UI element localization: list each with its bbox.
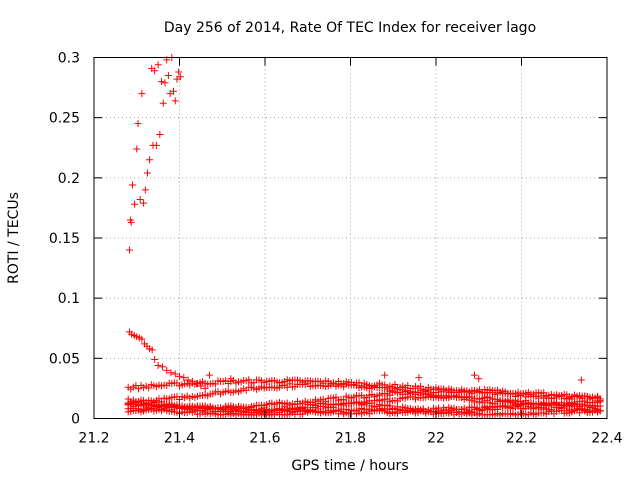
data-point <box>171 370 179 378</box>
data-point <box>470 371 478 379</box>
x-tick-label: 22.2 <box>506 431 537 447</box>
data-points <box>124 54 604 419</box>
chart-title: Day 256 of 2014, Rate Of TEC Index for r… <box>164 20 536 36</box>
data-point <box>156 131 164 139</box>
data-point <box>381 371 389 379</box>
data-point <box>164 72 172 80</box>
data-point <box>175 68 183 76</box>
y-tick-label: 0 <box>71 412 80 428</box>
data-point <box>170 87 178 95</box>
data-point <box>141 186 149 194</box>
data-point <box>205 371 213 379</box>
x-tick-label: 22.4 <box>591 431 622 447</box>
data-point <box>475 375 483 383</box>
data-point <box>154 61 162 69</box>
data-point <box>176 372 183 380</box>
y-tick-label: 0.25 <box>49 111 80 127</box>
y-axis-label: ROTI / TECUs <box>6 192 22 284</box>
data-point <box>136 195 144 203</box>
data-point <box>134 120 142 128</box>
data-point <box>167 369 175 377</box>
data-point <box>125 246 133 254</box>
data-point <box>184 376 192 384</box>
data-point <box>158 78 166 86</box>
data-point <box>140 199 148 207</box>
data-point <box>227 375 235 383</box>
data-point <box>127 218 135 226</box>
data-point <box>163 366 171 374</box>
axis-ticks: 21.2 21.4 21.6 21.8 22 22.2 22.4 0 0.05 0.1 0.15 0.… <box>49 51 623 447</box>
y-tick-label: 0.05 <box>49 351 80 367</box>
data-point <box>415 374 423 382</box>
data-point <box>131 200 139 208</box>
data-point <box>154 362 162 370</box>
data-point <box>340 396 348 404</box>
data-point <box>138 90 146 98</box>
grid-lines <box>94 57 607 419</box>
data-point <box>148 346 156 354</box>
y-tick-label: 0.2 <box>58 171 80 187</box>
data-point <box>151 67 159 75</box>
data-point <box>596 395 604 403</box>
data-point <box>143 169 151 177</box>
x-axis-label: GPS time / hours <box>291 458 408 474</box>
data-point <box>176 73 184 81</box>
data-point <box>180 374 188 382</box>
data-point <box>158 363 166 371</box>
data-point <box>133 145 141 153</box>
data-point <box>152 141 160 149</box>
x-tick-label: 21.4 <box>164 431 195 447</box>
x-tick-label: 22 <box>427 431 445 447</box>
data-point <box>161 79 169 87</box>
data-point <box>151 356 159 364</box>
x-tick-label: 21.8 <box>335 431 366 447</box>
data-point <box>138 335 146 343</box>
data-point <box>159 99 167 107</box>
data-point <box>577 376 585 384</box>
y-tick-label: 0.3 <box>58 51 80 67</box>
y-tick-label: 0.1 <box>58 291 80 307</box>
data-point <box>146 156 154 164</box>
x-tick-label: 21.2 <box>78 431 109 447</box>
data-point <box>596 407 604 415</box>
x-tick-label: 21.6 <box>249 431 280 447</box>
y-tick-label: 0.15 <box>49 231 80 247</box>
data-point <box>171 97 179 105</box>
data-point <box>128 181 136 189</box>
data-point <box>158 398 166 406</box>
